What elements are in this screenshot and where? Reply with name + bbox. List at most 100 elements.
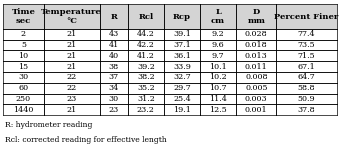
FancyBboxPatch shape [3, 40, 44, 50]
FancyBboxPatch shape [200, 83, 236, 94]
Text: 32.7: 32.7 [173, 73, 191, 82]
Text: 77.4: 77.4 [298, 30, 315, 38]
Text: 40: 40 [109, 52, 119, 60]
FancyBboxPatch shape [100, 94, 128, 104]
Text: 29.7: 29.7 [173, 84, 191, 92]
FancyBboxPatch shape [236, 50, 276, 61]
FancyBboxPatch shape [200, 61, 236, 72]
FancyBboxPatch shape [128, 40, 164, 50]
Text: 41.2: 41.2 [137, 52, 155, 60]
FancyBboxPatch shape [164, 4, 200, 29]
Text: 10.7: 10.7 [209, 84, 227, 92]
FancyBboxPatch shape [128, 50, 164, 61]
Text: 37.8: 37.8 [298, 106, 315, 114]
Text: 12.5: 12.5 [209, 106, 227, 114]
Text: 0.018: 0.018 [245, 41, 268, 49]
Text: 15: 15 [18, 63, 29, 71]
Text: 43: 43 [109, 30, 119, 38]
Text: 42.2: 42.2 [137, 41, 155, 49]
Text: Rcl: corrected reading for effective length: Rcl: corrected reading for effective len… [5, 136, 167, 144]
FancyBboxPatch shape [3, 104, 44, 115]
FancyBboxPatch shape [3, 83, 44, 94]
FancyBboxPatch shape [3, 94, 44, 104]
FancyBboxPatch shape [100, 4, 128, 29]
FancyBboxPatch shape [44, 61, 100, 72]
Text: 35.2: 35.2 [137, 84, 155, 92]
FancyBboxPatch shape [236, 4, 276, 29]
Text: 11.4: 11.4 [209, 95, 227, 103]
Text: 39.2: 39.2 [137, 63, 155, 71]
Text: 0.028: 0.028 [245, 30, 268, 38]
FancyBboxPatch shape [276, 29, 337, 40]
FancyBboxPatch shape [128, 61, 164, 72]
FancyBboxPatch shape [3, 50, 44, 61]
FancyBboxPatch shape [164, 61, 200, 72]
FancyBboxPatch shape [276, 50, 337, 61]
FancyBboxPatch shape [164, 29, 200, 40]
Text: 10.1: 10.1 [209, 63, 227, 71]
Text: 50.9: 50.9 [298, 95, 315, 103]
Text: 60: 60 [18, 84, 29, 92]
FancyBboxPatch shape [276, 72, 337, 83]
FancyBboxPatch shape [164, 83, 200, 94]
Text: 22: 22 [67, 84, 77, 92]
FancyBboxPatch shape [128, 83, 164, 94]
Text: 36.1: 36.1 [173, 52, 191, 60]
Text: Rcp: Rcp [173, 13, 191, 21]
FancyBboxPatch shape [236, 40, 276, 50]
FancyBboxPatch shape [128, 4, 164, 29]
Text: 5: 5 [21, 41, 26, 49]
FancyBboxPatch shape [276, 94, 337, 104]
Text: 22: 22 [67, 73, 77, 82]
Text: 30: 30 [109, 95, 119, 103]
Text: Temperature
°C: Temperature °C [41, 8, 102, 25]
Text: 0.011: 0.011 [245, 63, 268, 71]
FancyBboxPatch shape [200, 72, 236, 83]
FancyBboxPatch shape [164, 94, 200, 104]
FancyBboxPatch shape [3, 72, 44, 83]
Text: 25.4: 25.4 [173, 95, 191, 103]
Text: 0.003: 0.003 [245, 95, 268, 103]
FancyBboxPatch shape [100, 29, 128, 40]
Text: D
mm: D mm [247, 8, 265, 25]
Text: 1440: 1440 [13, 106, 34, 114]
FancyBboxPatch shape [276, 83, 337, 94]
FancyBboxPatch shape [3, 61, 44, 72]
Text: 73.5: 73.5 [298, 41, 315, 49]
FancyBboxPatch shape [3, 29, 44, 40]
Text: 0.005: 0.005 [245, 84, 268, 92]
FancyBboxPatch shape [44, 29, 100, 40]
Text: 9.2: 9.2 [212, 30, 224, 38]
FancyBboxPatch shape [44, 83, 100, 94]
FancyBboxPatch shape [100, 72, 128, 83]
Text: 10: 10 [18, 52, 29, 60]
Text: 41: 41 [109, 41, 119, 49]
Text: 38.2: 38.2 [137, 73, 155, 82]
Text: 21: 21 [67, 106, 77, 114]
FancyBboxPatch shape [3, 4, 44, 29]
FancyBboxPatch shape [200, 104, 236, 115]
FancyBboxPatch shape [164, 104, 200, 115]
FancyBboxPatch shape [200, 94, 236, 104]
Text: 250: 250 [16, 95, 31, 103]
FancyBboxPatch shape [200, 29, 236, 40]
FancyBboxPatch shape [100, 40, 128, 50]
Text: 37.1: 37.1 [173, 41, 191, 49]
FancyBboxPatch shape [100, 104, 128, 115]
Text: Time
sec: Time sec [12, 8, 35, 25]
Text: 19.1: 19.1 [173, 106, 191, 114]
FancyBboxPatch shape [236, 94, 276, 104]
Text: 37: 37 [109, 73, 119, 82]
Text: L
cm: L cm [211, 8, 225, 25]
FancyBboxPatch shape [276, 104, 337, 115]
FancyBboxPatch shape [236, 29, 276, 40]
FancyBboxPatch shape [100, 50, 128, 61]
Text: 33.9: 33.9 [173, 63, 191, 71]
Text: 23: 23 [109, 106, 119, 114]
FancyBboxPatch shape [128, 104, 164, 115]
FancyBboxPatch shape [100, 61, 128, 72]
FancyBboxPatch shape [44, 104, 100, 115]
Text: R: hydrometer reading: R: hydrometer reading [5, 121, 92, 129]
Text: 38: 38 [109, 63, 119, 71]
Text: 44.2: 44.2 [137, 30, 155, 38]
